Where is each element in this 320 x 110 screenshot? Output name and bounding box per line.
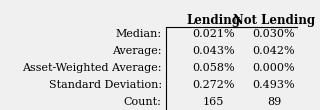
Text: 0.043%: 0.043% — [192, 46, 235, 56]
Text: 165: 165 — [203, 97, 224, 107]
Text: Asset-Weighted Average:: Asset-Weighted Average: — [22, 63, 162, 73]
Text: 0.042%: 0.042% — [253, 46, 295, 56]
Text: 0.000%: 0.000% — [253, 63, 295, 73]
Text: 0.058%: 0.058% — [192, 63, 235, 73]
Text: 0.272%: 0.272% — [192, 80, 235, 90]
Text: Average:: Average: — [112, 46, 162, 56]
Text: Not Lending: Not Lending — [233, 14, 315, 27]
Text: Standard Deviation:: Standard Deviation: — [49, 80, 162, 90]
Text: Lending: Lending — [187, 14, 241, 27]
Text: 0.493%: 0.493% — [253, 80, 295, 90]
Text: Median:: Median: — [116, 29, 162, 39]
Text: 89: 89 — [267, 97, 281, 107]
Text: 0.030%: 0.030% — [253, 29, 295, 39]
Text: Count:: Count: — [124, 97, 162, 107]
Text: 0.021%: 0.021% — [192, 29, 235, 39]
